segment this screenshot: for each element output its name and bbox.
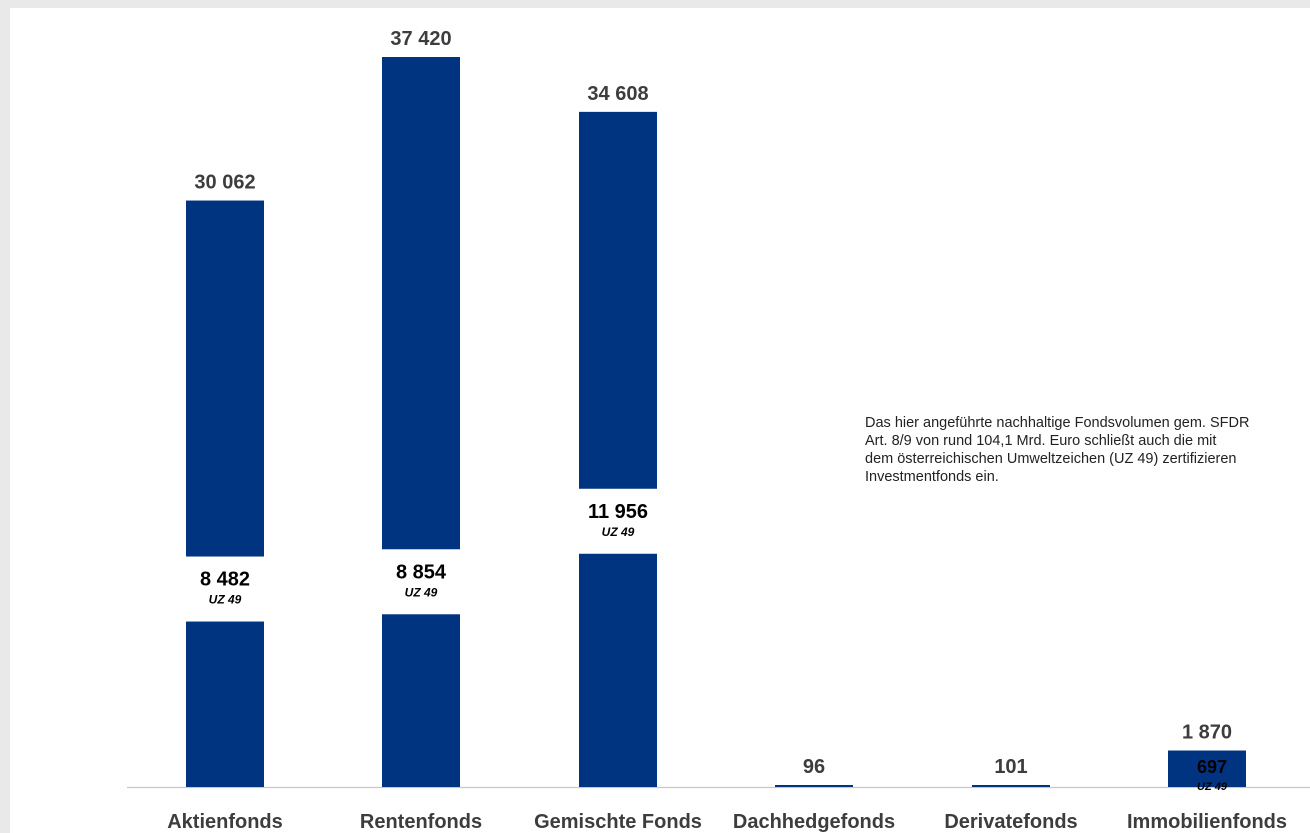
sub-value-tag: UZ 49 xyxy=(602,525,635,539)
sub-value-label: 8 854 xyxy=(396,561,447,583)
bar xyxy=(1168,750,1246,787)
footnote-line: dem österreichischen Umweltzeichen (UZ 4… xyxy=(865,451,1237,467)
bar xyxy=(186,200,264,787)
x-tick-label: Dachhedgefonds xyxy=(733,811,895,833)
x-tick-label: Immobilienfonds xyxy=(1127,811,1287,833)
sub-value-gap xyxy=(578,488,658,554)
footnote: Das hier angeführte nachhaltige Fondsvol… xyxy=(865,414,1310,486)
sub-value-label: 8 482 xyxy=(200,569,250,591)
footnote-line: Das hier angeführte nachhaltige Fondsvol… xyxy=(865,415,1250,431)
sub-value-gap xyxy=(185,556,265,622)
sub-value-tag: UZ 49 xyxy=(1197,781,1228,793)
sub-value-tag: UZ 49 xyxy=(405,585,438,599)
sub-value-label: 697 xyxy=(1197,757,1227,777)
data-label: 101 xyxy=(994,756,1027,778)
bar xyxy=(579,111,657,787)
data-label: 37 420 xyxy=(390,28,451,50)
x-tick-label: Derivatefonds xyxy=(944,811,1077,833)
x-tick-label: Rentenfonds xyxy=(360,811,482,833)
footnote-line: Art. 8/9 von rund 104,1 Mrd. Euro schlie… xyxy=(865,433,1217,449)
x-tick-label: Aktienfonds xyxy=(167,811,283,833)
sub-value-gap xyxy=(381,549,461,615)
data-label: 30 062 xyxy=(194,172,255,194)
data-label: 34 608 xyxy=(587,83,648,105)
sub-value-tag: UZ 49 xyxy=(209,593,242,607)
bar xyxy=(972,785,1050,787)
bar xyxy=(775,785,853,787)
data-label: 96 xyxy=(803,756,825,778)
bar xyxy=(382,57,460,787)
sub-value-label: 11 956 xyxy=(588,501,648,523)
data-label: 1 870 xyxy=(1182,722,1232,744)
x-tick-label: Gemischte Fonds xyxy=(534,811,702,833)
footnote-line: Investmentfonds ein. xyxy=(865,469,999,485)
